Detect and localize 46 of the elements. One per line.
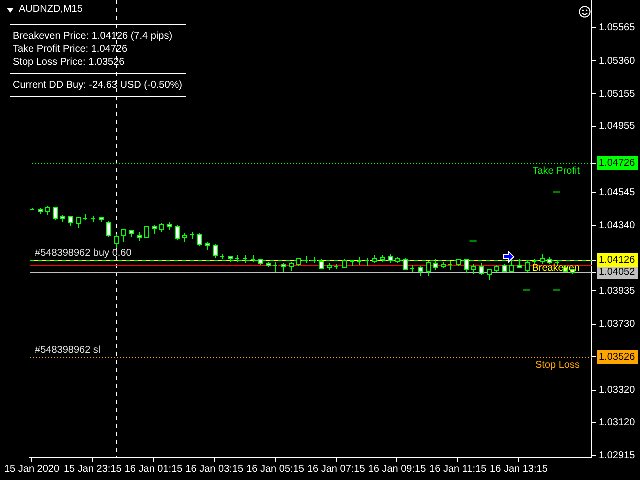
candlestick <box>53 206 58 220</box>
y-tick-label: 1.02915 <box>599 450 636 462</box>
chart-title: AUDNZD,M15 <box>19 3 83 16</box>
y-tick-label: 1.04726 <box>599 158 636 170</box>
y-tick-label: 1.05155 <box>599 88 636 100</box>
x-tick-label: 15 Jan 2020 <box>4 464 60 475</box>
y-tick-label: 1.03526 <box>599 352 636 363</box>
annotation: Breakeven Price: 1.04126 (7.4 pips) Take Profit Price: 1.04726 Stop Loss Price: 1.03526 <box>12 30 174 70</box>
candlestick <box>479 262 484 276</box>
x-tick-label: 16 Jan 05:15 <box>246 464 305 475</box>
candlestick <box>114 234 119 248</box>
y-tick-label: 1.03935 <box>599 286 636 297</box>
x-tick-label: 16 Jan 07:15 <box>307 464 366 475</box>
x-tick-label: 16 Jan 11:15 <box>430 464 488 475</box>
annotation: #548398962 sl <box>35 344 101 356</box>
candlestick <box>144 226 149 238</box>
candlestick <box>68 216 73 226</box>
candlestick <box>418 266 423 276</box>
y-tick-label: 1.04340 <box>599 220 636 232</box>
candlestick <box>197 232 202 246</box>
candlestick <box>76 216 81 228</box>
candlestick <box>106 220 111 238</box>
candlestick <box>175 224 180 240</box>
y-tick-label: 1.03730 <box>599 319 636 330</box>
y-tick-label: 1.04545 <box>599 187 636 198</box>
x-tick-label: 15 Jan 23:15 <box>64 464 122 475</box>
x-tick-label: 16 Jan 13:15 <box>490 464 548 475</box>
ref-line-label: Take Profit <box>532 166 580 177</box>
x-tick-label: 16 Jan 09:15 <box>368 464 427 475</box>
candlestick <box>273 262 278 272</box>
x-tick-label: 16 Jan 01:15 <box>124 464 184 475</box>
ref-line-label: Stop Loss <box>536 360 580 371</box>
y-tick-label: 1.03120 <box>599 418 636 429</box>
candlestick <box>487 268 492 280</box>
y-tick-label: 1.04052 <box>599 267 636 278</box>
y-tick-label: 1.03320 <box>599 385 636 396</box>
y-tick-label: 1.04126 <box>599 255 636 266</box>
annotation: #548398962 buy 0.60 <box>35 248 132 259</box>
y-tick-label: 1.05565 <box>599 22 636 34</box>
y-tick-label: 1.05360 <box>599 56 636 67</box>
annotation: Current DD Buy: -24.63 USD (-0.50%) <box>12 79 184 93</box>
candlestick <box>213 244 218 258</box>
candlestick <box>121 228 126 242</box>
candlestick <box>471 264 476 274</box>
x-tick-label: 16 Jan 03:15 <box>186 464 244 475</box>
y-tick-label: 1.04955 <box>599 121 636 132</box>
